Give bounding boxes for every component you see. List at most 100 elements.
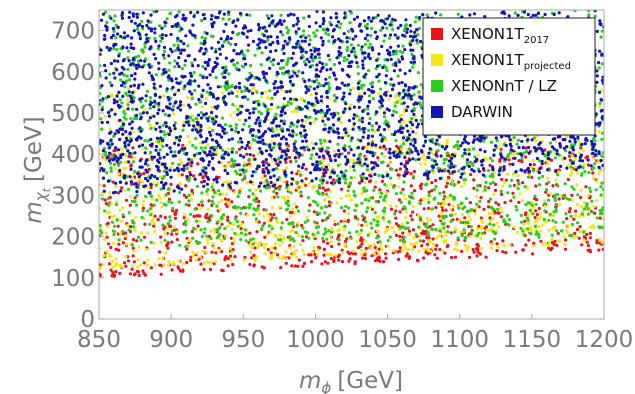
data-point	[384, 252, 388, 256]
data-point	[577, 141, 582, 145]
data-point	[193, 58, 197, 62]
data-point	[116, 59, 120, 63]
data-point	[417, 90, 421, 94]
data-point	[309, 156, 313, 160]
data-point	[301, 33, 305, 38]
data-point	[236, 89, 240, 93]
data-point	[184, 202, 188, 207]
data-point	[568, 158, 573, 162]
data-point	[329, 253, 333, 257]
data-point	[335, 201, 339, 205]
data-point	[108, 72, 112, 76]
data-point	[574, 213, 578, 218]
data-point	[225, 204, 229, 208]
data-point	[210, 14, 214, 18]
data-point	[568, 151, 572, 155]
data-point	[123, 144, 127, 148]
data-point	[175, 166, 179, 170]
data-point	[355, 239, 359, 243]
data-point	[411, 38, 415, 43]
data-point	[223, 256, 228, 260]
data-point	[402, 235, 406, 239]
data-point	[157, 67, 161, 71]
data-point	[352, 113, 356, 117]
data-point	[419, 186, 423, 190]
data-point	[162, 94, 166, 98]
data-point	[229, 164, 233, 168]
data-point	[99, 92, 102, 96]
data-point	[483, 149, 487, 154]
data-point	[322, 239, 326, 243]
data-point	[302, 29, 306, 33]
data-point	[143, 222, 147, 226]
data-point	[173, 101, 177, 105]
data-point	[568, 139, 572, 143]
data-point	[112, 233, 116, 237]
data-point	[166, 187, 170, 191]
data-point	[248, 231, 252, 235]
data-point	[444, 178, 449, 182]
data-point	[442, 194, 446, 198]
data-point	[225, 192, 229, 196]
data-point	[381, 160, 385, 164]
data-point	[537, 206, 541, 211]
data-point	[120, 83, 124, 88]
data-point	[99, 117, 103, 121]
data-point	[278, 142, 282, 146]
data-point	[183, 63, 187, 67]
data-point	[437, 143, 441, 147]
data-point	[337, 148, 341, 153]
data-point	[199, 41, 203, 45]
data-point	[495, 249, 499, 253]
data-point	[534, 184, 538, 188]
data-point	[301, 226, 305, 230]
data-point	[382, 39, 386, 43]
data-point	[264, 161, 268, 165]
data-point	[499, 215, 503, 219]
data-point	[366, 136, 370, 140]
data-point	[311, 250, 315, 254]
data-point	[175, 39, 179, 43]
data-point	[483, 185, 487, 189]
data-point	[227, 85, 231, 89]
data-point	[363, 220, 368, 224]
data-point	[474, 194, 478, 198]
data-point	[380, 44, 384, 49]
data-point	[99, 141, 102, 145]
data-point	[487, 186, 491, 190]
data-point	[205, 96, 209, 100]
data-point	[423, 135, 427, 139]
data-point	[398, 49, 402, 53]
data-point	[218, 208, 222, 212]
data-point	[385, 68, 389, 73]
data-point	[184, 245, 188, 249]
data-point	[184, 195, 188, 199]
data-point	[120, 101, 124, 105]
data-point	[598, 216, 602, 220]
data-point	[410, 109, 414, 113]
data-point	[554, 229, 559, 233]
data-point	[500, 177, 504, 181]
data-point	[248, 164, 252, 168]
data-point	[302, 261, 307, 265]
data-point	[383, 81, 387, 85]
data-point	[570, 233, 574, 237]
data-point	[568, 197, 572, 202]
data-point	[426, 233, 430, 237]
data-point	[460, 184, 464, 189]
data-point	[396, 26, 400, 30]
data-point	[382, 115, 387, 119]
data-point	[271, 63, 275, 67]
data-point	[333, 222, 337, 227]
data-point	[284, 257, 289, 261]
data-point	[402, 193, 406, 197]
data-point	[325, 168, 329, 172]
data-point	[149, 266, 153, 270]
data-point	[588, 189, 593, 194]
data-point	[172, 123, 176, 128]
data-point	[166, 246, 170, 250]
data-point	[357, 233, 361, 237]
data-point	[382, 136, 387, 140]
data-point	[152, 86, 156, 90]
data-point	[168, 61, 172, 65]
